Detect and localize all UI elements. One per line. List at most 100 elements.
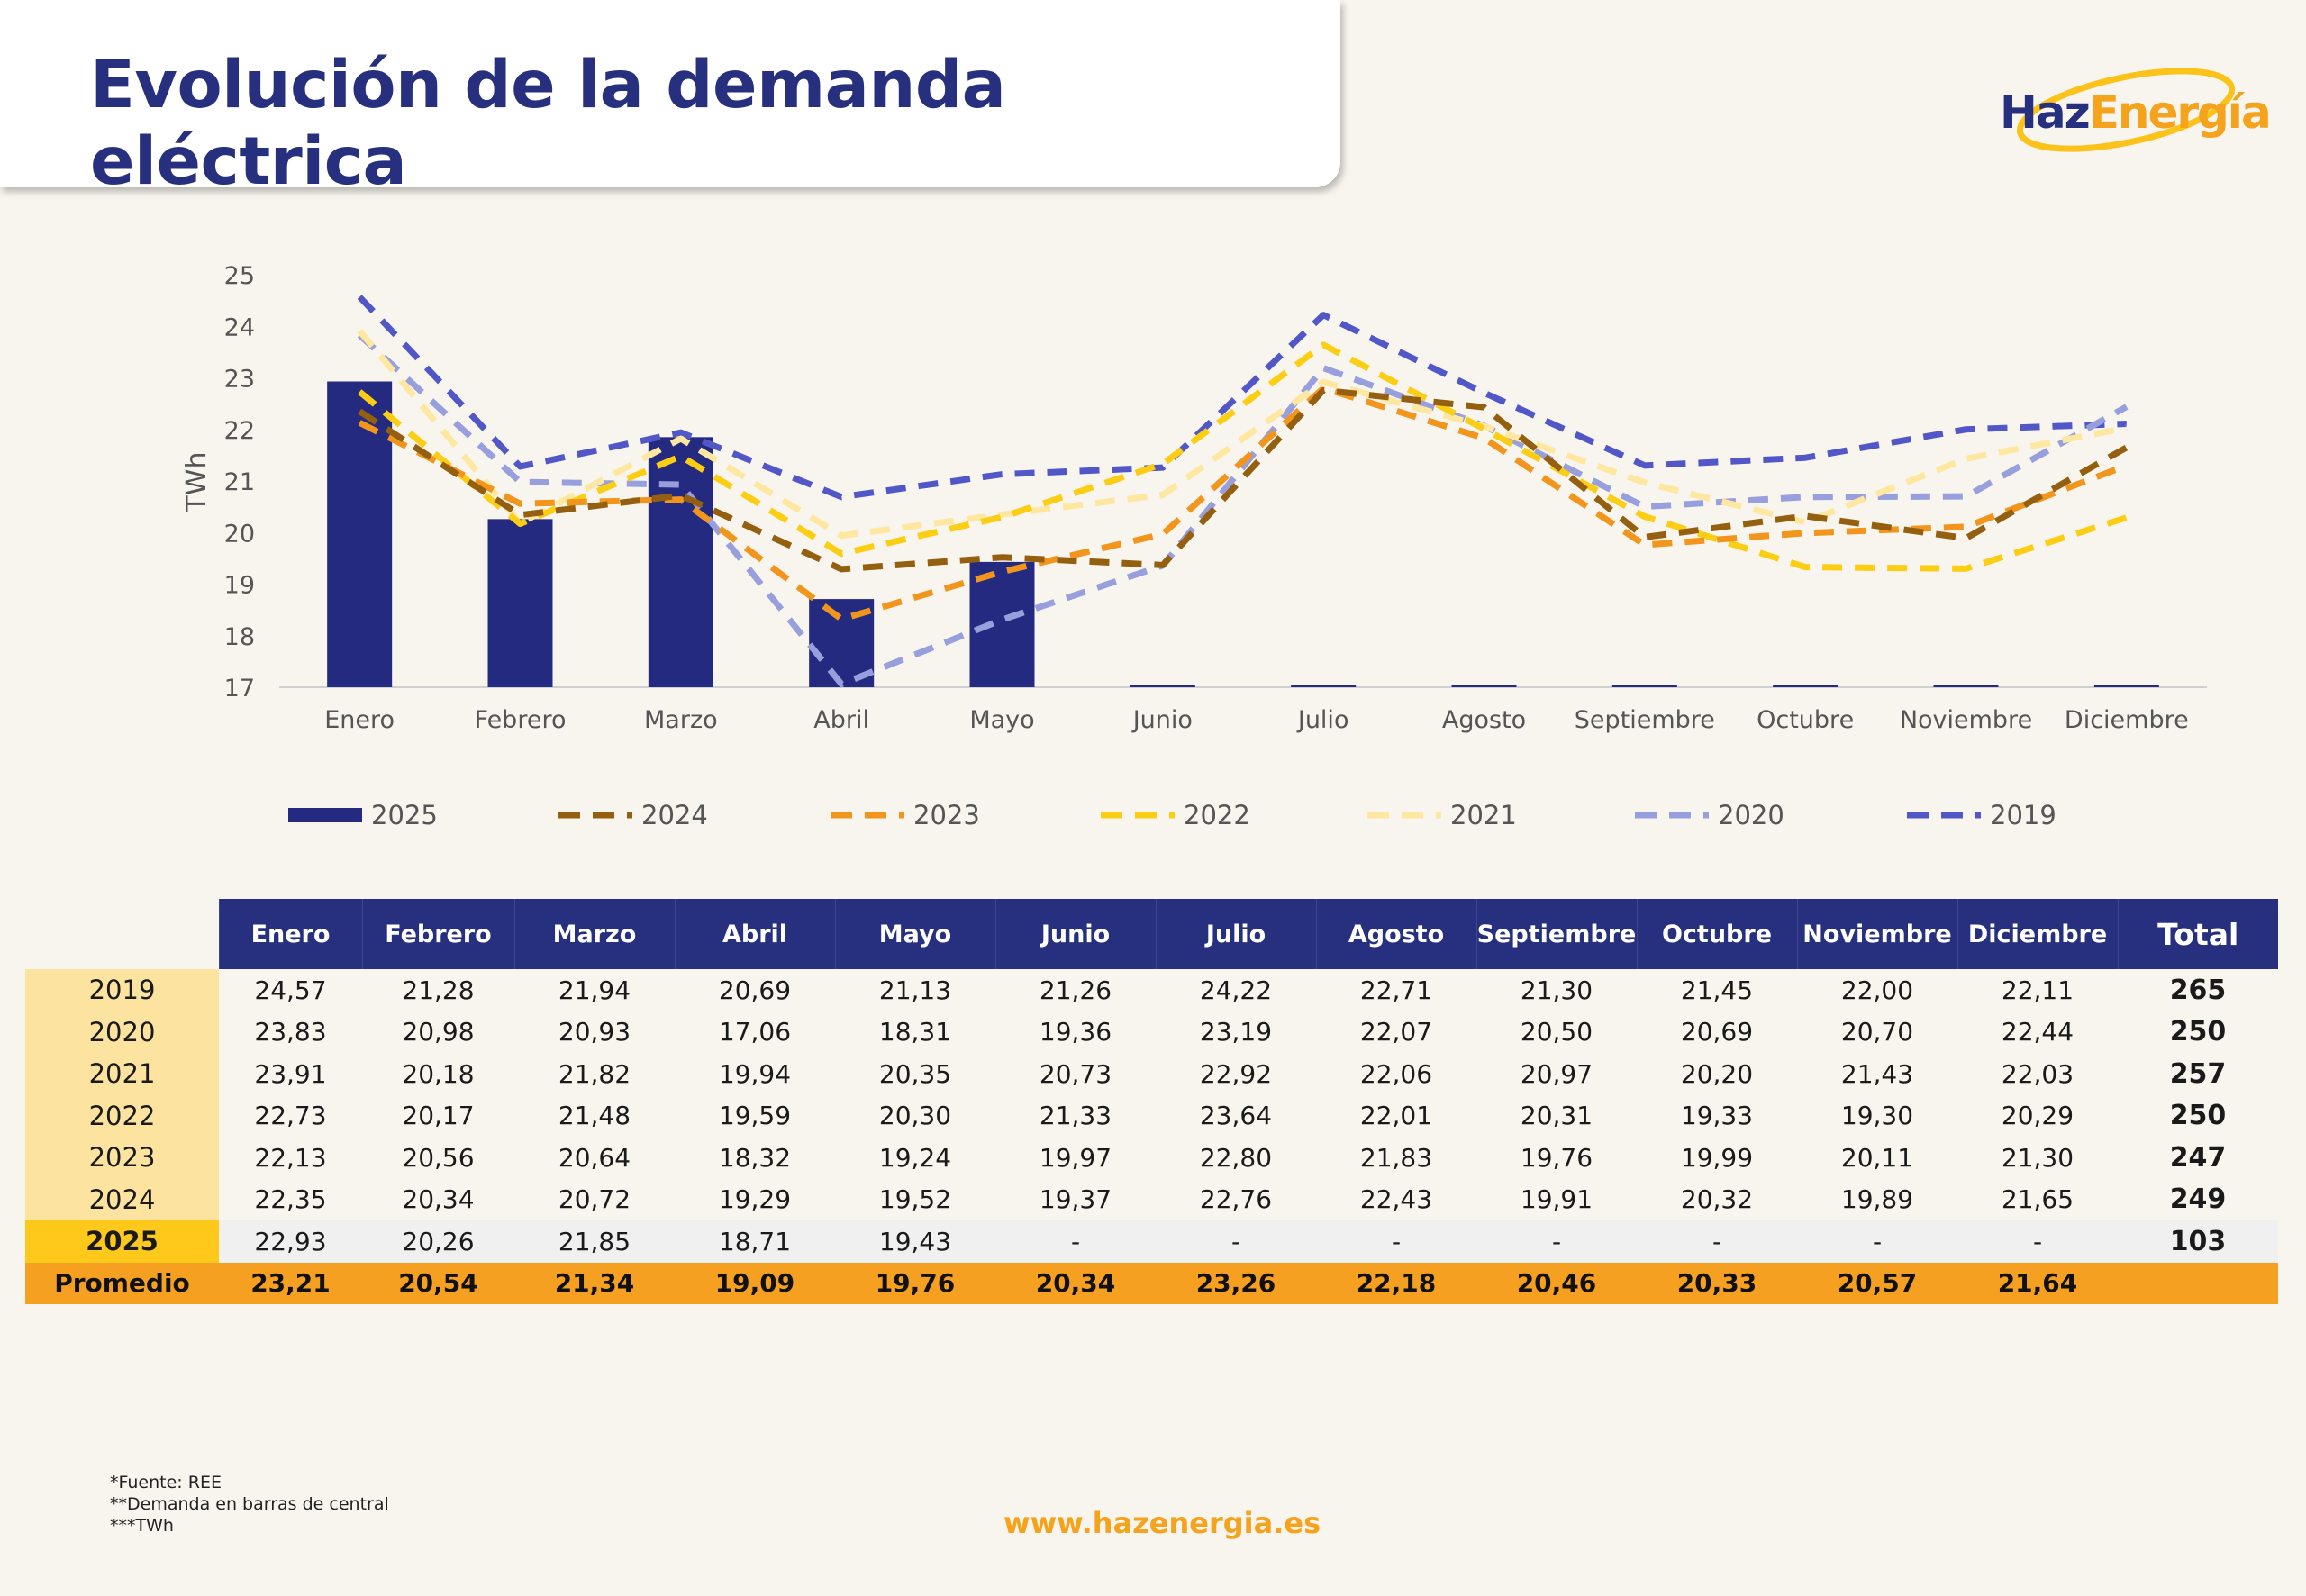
- table-cell: -: [1476, 1220, 1637, 1263]
- average-cell: 20,57: [1797, 1262, 1957, 1304]
- legend-label-2021: 2021: [1450, 800, 1517, 830]
- legend-label-2022: 2022: [1184, 800, 1250, 830]
- x-tick-label: Julio: [1296, 706, 1349, 734]
- table-cell: 22,92: [1199, 1058, 1273, 1089]
- demand-table: Enero Febrero Marzo Abril Mayo Junio Jul…: [25, 899, 2278, 1304]
- table-cell: 22,43: [1359, 1184, 1433, 1215]
- column-header: Julio: [1155, 899, 1316, 969]
- table-cell: 24,57: [254, 975, 327, 1005]
- average-cell: 21,34: [514, 1262, 675, 1304]
- average-row: Promedio 23,21 20,54 21,34 19,09 19,76 2…: [25, 1262, 2278, 1304]
- y-tick-label: 18: [224, 623, 255, 651]
- table-cell: 21,33: [1039, 1101, 1112, 1131]
- average-cell: 21,64: [1957, 1262, 2118, 1304]
- table-cell: 22,07: [1359, 1017, 1433, 1047]
- table-cell: 19,76: [1520, 1142, 1593, 1173]
- table-cell: 20,34: [402, 1184, 475, 1215]
- table-cell: 21,65: [2001, 1184, 2074, 1215]
- bar-empty-2025: [1291, 685, 1357, 687]
- table-cell: 20,98: [402, 1017, 475, 1047]
- table-cell: 17,06: [718, 1017, 792, 1047]
- x-tick-label: Enero: [324, 706, 395, 734]
- table-cell: 20,69: [1680, 1017, 1754, 1047]
- line-series-2023: [358, 385, 2129, 622]
- table-cell: 20,35: [878, 1058, 952, 1089]
- average-cell: 20,46: [1476, 1262, 1637, 1304]
- table-cell: 19,30: [1840, 1101, 1914, 1131]
- bar-empty-2025: [1773, 685, 1838, 687]
- bar-empty-2025: [2093, 685, 2159, 687]
- website-link[interactable]: www.hazenergia.es: [1003, 1506, 1321, 1540]
- bar-empty-2025: [1451, 685, 1517, 687]
- table-cell: -: [1156, 1220, 1316, 1263]
- average-cell: 19,76: [835, 1262, 995, 1304]
- column-header: Enero: [218, 899, 362, 969]
- table-cell: 21,30: [1520, 975, 1593, 1005]
- average-total-cell: [2118, 1262, 2278, 1304]
- row-year-label: 2023: [25, 1137, 219, 1179]
- row-year-label: 2021: [25, 1053, 219, 1095]
- y-tick-label: 20: [224, 520, 255, 548]
- total-column-header: Total: [2117, 899, 2278, 969]
- table-cell: 20,73: [1039, 1058, 1112, 1089]
- table-body: 2019 24,57 21,28 21,94 20,69 21,13 21,26 24,22 2…: [25, 969, 2278, 1263]
- bar-2025: [648, 437, 713, 687]
- table-row: 2023 22,13 20,56 20,64 18,32 19,24 19,97 22,80 2…: [25, 1137, 2278, 1179]
- table-corner: [25, 899, 219, 969]
- column-header: Abril: [674, 899, 835, 969]
- column-header: Junio: [994, 899, 1156, 969]
- table-cell: -: [1957, 1220, 2118, 1263]
- table-cell: 21,94: [558, 975, 631, 1005]
- row-total-cell: 247: [2169, 1141, 2227, 1174]
- logo-text-energia: Energía: [2088, 86, 2272, 139]
- table-cell: 20,18: [402, 1058, 475, 1089]
- x-tick-label: Junio: [1131, 706, 1193, 734]
- table-cell: 20,17: [402, 1101, 475, 1131]
- table-cell: 20,70: [1840, 1017, 1914, 1047]
- table-row: 2020 23,83 20,98 20,93 17,06 18,31 19,36 23,19 2…: [25, 1011, 2278, 1053]
- table-cell: 20,97: [1520, 1058, 1593, 1089]
- x-tick-label: Abril: [813, 706, 869, 734]
- y-tick-label: 17: [224, 675, 255, 703]
- line-series-2022: [357, 341, 2128, 572]
- table-cell: 24,22: [1199, 975, 1273, 1005]
- column-header: Noviembre: [1796, 899, 1957, 969]
- table-cell: 22,00: [1840, 975, 1914, 1005]
- table-cell: 20,56: [402, 1142, 475, 1173]
- line-series-2020: [357, 332, 2129, 688]
- row-total-cell: 250: [2169, 1016, 2227, 1048]
- bar-empty-2025: [1933, 685, 1999, 687]
- table-cell: 18,32: [718, 1142, 792, 1173]
- table-cell: 21,83: [1359, 1142, 1433, 1173]
- table-cell: 21,28: [402, 975, 475, 1005]
- table-cell: 20,93: [558, 1017, 631, 1047]
- row-total-cell: 249: [2169, 1183, 2227, 1216]
- footnotes: *Fuente: REE **Demanda en barras de cent…: [110, 1472, 389, 1537]
- table-cell: 19,29: [718, 1184, 792, 1215]
- table-cell: 20,69: [718, 975, 792, 1005]
- table-cell: 21,13: [878, 975, 952, 1005]
- x-tick-label: Octubre: [1757, 706, 1854, 734]
- row-total-cell: 250: [2169, 1100, 2227, 1132]
- table-cell: 20,72: [558, 1184, 631, 1215]
- row-year-label: 2019: [25, 969, 219, 1011]
- page-title: Evolución de la demanda eléctrica: [90, 47, 1006, 200]
- table-cell: 22,73: [254, 1101, 327, 1131]
- average-cell: 23,21: [219, 1262, 362, 1304]
- table-cell: 21,85: [514, 1220, 675, 1263]
- y-tick-label: 25: [224, 262, 255, 290]
- table-cell: 19,43: [835, 1220, 995, 1263]
- y-tick-label: 19: [224, 572, 255, 600]
- table-cell: 21,48: [558, 1101, 631, 1131]
- x-tick-label: Noviembre: [1900, 706, 2032, 734]
- table-row: 2025 22,93 20,26 21,85 18,71 19,43- - - - - - -103: [25, 1220, 2278, 1263]
- table-cell: 22,11: [2001, 975, 2074, 1005]
- x-tick-label: Febrero: [475, 706, 567, 734]
- table-cell: 22,80: [1199, 1142, 1273, 1173]
- line-series-2019: [357, 295, 2127, 501]
- table-cell: 18,31: [878, 1017, 952, 1047]
- table-row: 2024 22,35 20,34 20,72 19,29 19,52 19,37 22,76 2…: [25, 1178, 2278, 1220]
- table-cell: 22,13: [254, 1142, 327, 1173]
- table-cell: 21,45: [1680, 975, 1754, 1005]
- average-cell: 22,18: [1316, 1262, 1476, 1304]
